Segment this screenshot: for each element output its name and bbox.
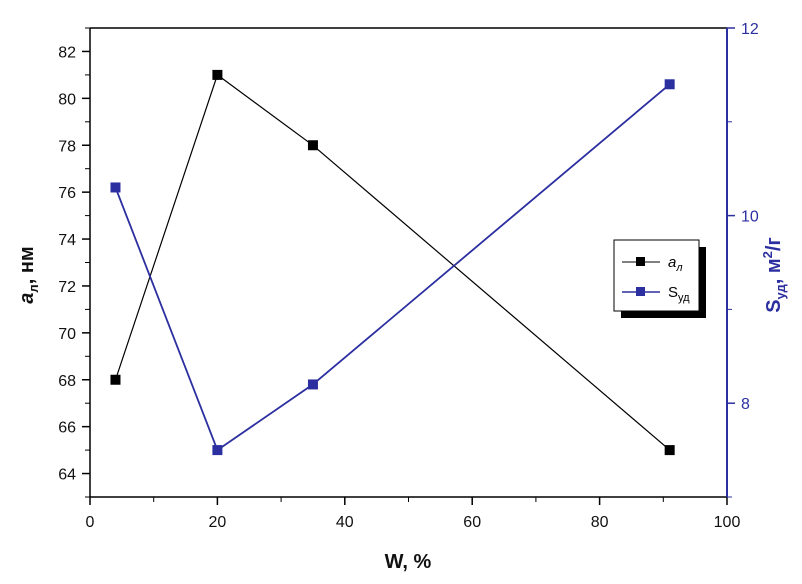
data-point-s-ud bbox=[664, 79, 675, 90]
x-tick-label: 20 bbox=[209, 514, 227, 531]
legend: aл Sуд bbox=[613, 239, 706, 318]
x-tick-label: 40 bbox=[336, 514, 354, 531]
left-y-axis-title: aл, нм bbox=[16, 246, 41, 303]
left-y-tick-label: 66 bbox=[58, 420, 76, 437]
left-y-tick-label: 70 bbox=[58, 326, 76, 343]
legend-marker-a-l bbox=[636, 257, 645, 266]
left-y-tick-label: 78 bbox=[58, 138, 76, 155]
x-tick-label: 60 bbox=[463, 514, 481, 531]
legend-item-a-l: aл bbox=[622, 254, 683, 274]
data-point-a-l bbox=[664, 445, 675, 456]
legend-box bbox=[613, 239, 700, 312]
left-y-tick-label: 68 bbox=[58, 373, 76, 390]
data-point-s-ud bbox=[212, 445, 223, 456]
data-point-a-l bbox=[212, 69, 223, 80]
legend-label-s-ud: Sуд bbox=[668, 284, 690, 304]
x-tick-label: 0 bbox=[86, 514, 95, 531]
x-tick-label: 100 bbox=[714, 514, 741, 531]
data-point-s-ud bbox=[110, 182, 121, 193]
data-point-a-l bbox=[307, 140, 318, 151]
right-y-tick-label: 8 bbox=[741, 396, 750, 413]
left-y-tick-label: 76 bbox=[58, 185, 76, 202]
right-y-tick-label: 10 bbox=[741, 209, 759, 226]
right-y-axis-title: Sуд, м2/г bbox=[760, 237, 788, 313]
series-line-a-l bbox=[114, 73, 671, 451]
x-axis-ticks: 0 20 40 60 80 100 bbox=[86, 497, 741, 531]
legend-label-a-l: aл bbox=[668, 254, 683, 274]
x-tick-label: 80 bbox=[591, 514, 609, 531]
legend-marker-s-ud bbox=[636, 287, 645, 296]
left-y-axis-ticks: 64 66 68 70 72 74 76 78 80 82 bbox=[58, 27, 90, 498]
left-y-tick-label: 80 bbox=[58, 91, 76, 108]
x-axis-title: W, % bbox=[385, 551, 432, 573]
legend-item-s-ud: Sуд bbox=[622, 284, 690, 304]
right-y-axis-ticks: 8 10 12 bbox=[727, 21, 759, 498]
left-y-tick-label: 72 bbox=[58, 279, 76, 296]
left-y-tick-label: 64 bbox=[58, 467, 76, 484]
series-line-s-ud bbox=[114, 83, 671, 452]
series-layer bbox=[110, 69, 675, 456]
data-point-a-l bbox=[110, 374, 121, 385]
right-y-tick-label: 12 bbox=[741, 21, 759, 38]
left-y-tick-label: 82 bbox=[58, 44, 76, 61]
data-point-s-ud bbox=[307, 379, 318, 390]
left-y-tick-label: 74 bbox=[58, 232, 76, 249]
